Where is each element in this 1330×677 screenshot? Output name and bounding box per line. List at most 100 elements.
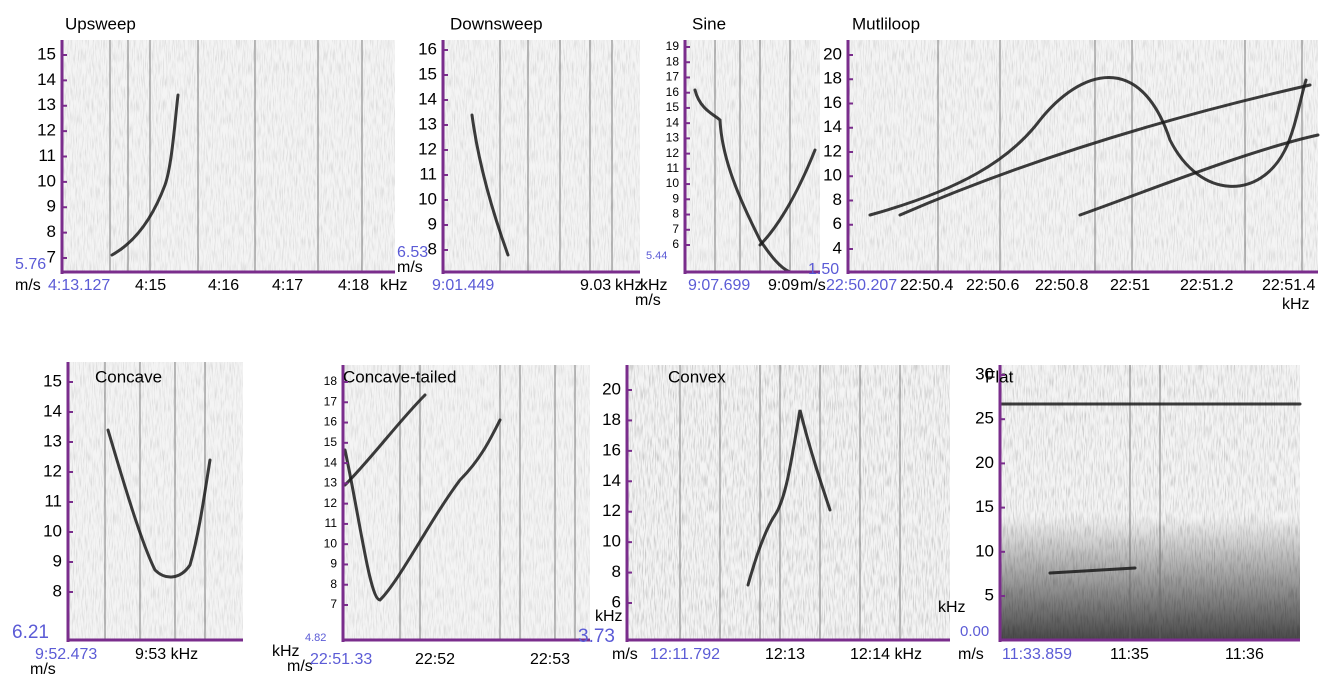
y-tick-label: 18 <box>324 374 338 388</box>
y-tick-label: 15 <box>43 371 62 390</box>
y-tick-label: 8 <box>612 562 621 581</box>
axis-label: 11:36 <box>1225 646 1264 663</box>
axis-label: m/s <box>635 292 661 309</box>
axis-label: kHz <box>1282 296 1310 313</box>
noise-floor <box>1000 365 1300 640</box>
panel-title: Concave <box>95 367 162 386</box>
y-tick-label: 8 <box>833 190 842 209</box>
axis-start-label: 9:07.699 <box>688 277 750 294</box>
y-tick-label: 15 <box>975 497 994 516</box>
y-tick-label: 10 <box>37 171 56 190</box>
y-tick-label: 15 <box>324 435 338 449</box>
axis-label: m/s <box>15 277 41 294</box>
y-tick-label: 16 <box>666 85 680 99</box>
axis-label: 12:14 kHz <box>850 646 922 663</box>
axis-label: 22:51.4 <box>1262 277 1315 294</box>
panel-title: Sine <box>692 14 726 33</box>
y-tick-label: 6 <box>833 214 842 233</box>
axis-label: 22:53 <box>530 651 570 668</box>
y-tick-label: 9 <box>330 557 337 571</box>
y-tick-label: 7 <box>330 597 337 611</box>
axis-label: kHz <box>595 608 623 625</box>
y-tick-label: 8 <box>672 207 679 221</box>
y-tick-label: 10 <box>43 521 62 540</box>
axis-label: kHz <box>640 277 668 294</box>
spectrogram-noise <box>685 40 820 272</box>
y-tick-label: 7 <box>672 222 679 236</box>
y-tick-label: 14 <box>324 455 338 469</box>
y-tick-label: 20 <box>975 453 994 472</box>
y-tick-label: 11 <box>325 516 338 530</box>
y-tick-label: 10 <box>602 532 621 551</box>
spectrogram-noise <box>68 362 243 640</box>
y-tick-label: 12 <box>43 461 62 480</box>
y-tick-label: 18 <box>823 69 842 88</box>
axis-start-label: 9:52.473 <box>35 646 97 663</box>
axis-start-label: 12:11.792 <box>650 646 720 663</box>
whistle-contour <box>746 409 832 587</box>
panel-title: Flat <box>985 367 1014 386</box>
axis-label: 4:15 <box>135 277 166 294</box>
axis-label: 9.03 <box>580 277 611 294</box>
axis-start-label: 22:51.33 <box>310 651 372 668</box>
axis-label: 22:52 <box>415 651 455 668</box>
y-tick-label: 11 <box>38 146 56 165</box>
y-tick-label: 11 <box>44 491 62 510</box>
y-tick-label: 11 <box>667 161 680 175</box>
axis-start-label: 6.53 <box>397 244 428 261</box>
axis-start-label: 0.00 <box>960 623 989 640</box>
y-tick-label: 15 <box>37 44 56 63</box>
whistle-contour <box>868 76 1308 217</box>
y-tick-label: 13 <box>43 431 62 450</box>
y-tick-label: 18 <box>602 410 621 429</box>
axis-start-label: 3.73 <box>578 626 615 647</box>
y-tick-label: 9 <box>428 214 437 233</box>
y-tick-label: 13 <box>324 476 338 490</box>
y-tick-label: 6 <box>672 237 679 251</box>
whistle-contour <box>693 88 792 274</box>
y-tick-label: 13 <box>418 114 437 133</box>
whistle-contour <box>106 428 212 579</box>
axis-label: 22:51 <box>1110 277 1150 294</box>
panel-title: Concave-tailed <box>343 367 456 386</box>
y-tick-label: 14 <box>602 471 621 490</box>
y-tick-label: 16 <box>418 39 437 58</box>
axis-label: 4:16 <box>208 277 239 294</box>
panel-title: Convex <box>668 367 726 386</box>
y-tick-label: 20 <box>602 379 621 398</box>
spectrogram-noise <box>627 365 950 640</box>
axis-start-label: 1.50 <box>808 261 839 278</box>
y-tick-label: 17 <box>666 70 680 84</box>
y-tick-label: 12 <box>324 496 338 510</box>
y-tick-label: 20 <box>823 44 842 63</box>
whistle-contour <box>470 113 510 257</box>
axis-label: 22:51.2 <box>1180 277 1233 294</box>
y-tick-label: 14 <box>43 401 62 420</box>
y-tick-label: 14 <box>37 70 56 89</box>
axis-label: 9:09 <box>768 277 799 294</box>
y-tick-label: 14 <box>418 89 437 108</box>
y-tick-label: 13 <box>37 95 56 114</box>
spectrogram-panel: Sine1918171615141312111098765.44kHzm/s9:… <box>635 14 826 309</box>
y-tick-label: 8 <box>428 239 437 258</box>
y-tick-label: 16 <box>823 93 842 112</box>
y-tick-label: 8 <box>47 222 56 241</box>
axis-label: 9:53 kHz <box>135 646 198 663</box>
axis-label: m/s <box>612 646 638 663</box>
y-tick-label: 10 <box>666 176 680 190</box>
y-tick-label: 8 <box>53 581 62 600</box>
whistle-contour <box>343 418 502 602</box>
y-tick-label: 10 <box>823 166 842 185</box>
y-tick-label: 6 <box>612 592 621 611</box>
spectrogram-noise <box>62 40 395 272</box>
y-tick-label: 11 <box>419 164 437 183</box>
axis-label: 11:35 <box>1110 646 1149 663</box>
y-tick-label: 19 <box>666 39 680 53</box>
whistle-contour <box>758 148 817 247</box>
axis-label: m/s <box>287 658 313 675</box>
axis-label: m/s <box>958 646 984 663</box>
y-tick-label: 12 <box>823 141 842 160</box>
axis-start-label: 5.76 <box>15 256 46 273</box>
